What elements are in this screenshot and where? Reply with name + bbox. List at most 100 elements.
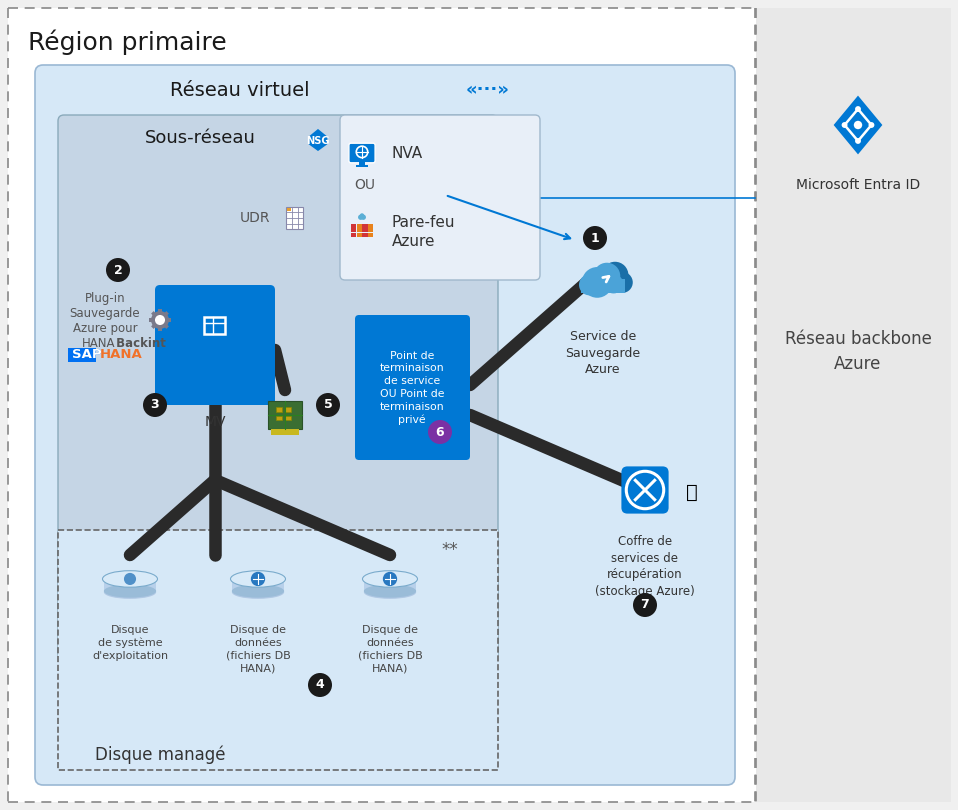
Text: SAP: SAP — [72, 348, 102, 361]
Ellipse shape — [232, 586, 285, 599]
Bar — [368, 228, 374, 232]
Bar — [362, 224, 368, 228]
Ellipse shape — [103, 585, 156, 598]
Circle shape — [143, 393, 167, 417]
Circle shape — [593, 262, 620, 290]
Ellipse shape — [232, 585, 285, 598]
Text: 5: 5 — [324, 399, 332, 411]
Bar — [58, 530, 498, 770]
Bar — [359, 162, 365, 165]
Polygon shape — [103, 579, 156, 591]
Bar — [164, 324, 169, 329]
Text: Disque de
données
(fichiers DB
HANA): Disque de données (fichiers DB HANA) — [357, 625, 422, 673]
Bar — [8, 8, 756, 802]
Text: 3: 3 — [150, 399, 159, 411]
Text: Plug-in: Plug-in — [84, 292, 125, 305]
Circle shape — [579, 275, 600, 296]
Circle shape — [604, 275, 623, 293]
Ellipse shape — [364, 585, 416, 598]
Bar — [355, 165, 368, 167]
Bar — [271, 429, 299, 435]
Circle shape — [106, 258, 130, 282]
FancyBboxPatch shape — [58, 115, 498, 660]
Circle shape — [358, 215, 363, 220]
Text: 4: 4 — [315, 679, 325, 692]
Text: 6: 6 — [436, 425, 445, 438]
Text: Région primaire: Région primaire — [28, 29, 227, 55]
Bar — [158, 327, 162, 330]
Text: Disque de
données
(fichiers DB
HANA): Disque de données (fichiers DB HANA) — [226, 625, 290, 673]
Bar — [368, 224, 374, 228]
Bar — [356, 228, 362, 232]
Text: HANA: HANA — [100, 348, 143, 361]
FancyBboxPatch shape — [622, 467, 669, 514]
Circle shape — [308, 673, 332, 697]
Circle shape — [155, 315, 165, 325]
Bar — [368, 232, 374, 237]
Text: Disque
de système
d'exploitation: Disque de système d'exploitation — [92, 625, 168, 661]
Bar — [356, 224, 362, 228]
Polygon shape — [68, 348, 96, 362]
Text: «···»: «···» — [466, 81, 510, 99]
Ellipse shape — [103, 586, 156, 599]
Ellipse shape — [364, 586, 416, 599]
Circle shape — [428, 420, 452, 444]
Polygon shape — [232, 579, 285, 591]
Circle shape — [316, 393, 340, 417]
Polygon shape — [364, 579, 416, 591]
Text: Azure pour: Azure pour — [73, 322, 137, 335]
Text: 1: 1 — [591, 232, 600, 245]
Text: NSG: NSG — [307, 136, 330, 146]
FancyBboxPatch shape — [340, 115, 540, 280]
Bar — [164, 311, 169, 316]
Text: Réseau virtuel: Réseau virtuel — [171, 80, 309, 100]
Ellipse shape — [231, 571, 285, 587]
Circle shape — [360, 213, 364, 218]
Text: 🔑: 🔑 — [686, 483, 697, 501]
Bar — [276, 416, 282, 420]
Circle shape — [854, 121, 862, 130]
Polygon shape — [308, 129, 328, 151]
Bar — [158, 309, 162, 313]
Bar — [286, 207, 304, 229]
Bar — [351, 224, 356, 228]
FancyBboxPatch shape — [35, 65, 735, 785]
Circle shape — [842, 122, 848, 128]
Bar — [203, 352, 227, 353]
Text: OU: OU — [354, 178, 376, 192]
Text: Réseau backbone
Azure: Réseau backbone Azure — [785, 330, 931, 373]
Bar — [268, 401, 302, 429]
FancyBboxPatch shape — [355, 315, 470, 460]
Circle shape — [251, 572, 265, 586]
Bar — [168, 318, 171, 322]
Bar — [276, 407, 282, 411]
Bar — [149, 318, 152, 322]
Circle shape — [383, 572, 398, 586]
Bar — [151, 324, 156, 329]
Circle shape — [602, 262, 628, 288]
Circle shape — [633, 593, 657, 617]
Text: Sous-réseau: Sous-réseau — [145, 129, 256, 147]
Bar — [285, 407, 290, 411]
Text: HANA: HANA — [82, 337, 116, 350]
Bar — [356, 232, 362, 237]
Bar — [351, 228, 356, 232]
Polygon shape — [833, 96, 882, 155]
Circle shape — [583, 226, 607, 250]
Text: Service de
Sauvegarde
Azure: Service de Sauvegarde Azure — [565, 330, 641, 376]
Text: Pare-feu
Azure: Pare-feu Azure — [392, 215, 455, 249]
Text: Microsoft Entra ID: Microsoft Entra ID — [796, 178, 920, 192]
Text: Disque managé: Disque managé — [95, 746, 225, 765]
FancyBboxPatch shape — [582, 279, 625, 293]
Bar — [351, 232, 356, 237]
Text: SAP: SAP — [72, 348, 102, 361]
Text: Coffre de
services de
récupération
(stockage Azure): Coffre de services de récupération (stoc… — [595, 535, 695, 598]
Text: UDR: UDR — [240, 211, 270, 225]
FancyBboxPatch shape — [349, 143, 376, 163]
Circle shape — [855, 138, 861, 144]
Text: Backint: Backint — [112, 337, 166, 350]
Text: Point de
terminaison
de service
OU Point de
terminaison
privé: Point de terminaison de service OU Point… — [379, 351, 445, 425]
Bar — [362, 232, 368, 237]
Bar — [285, 416, 290, 420]
Text: 2: 2 — [114, 263, 123, 276]
